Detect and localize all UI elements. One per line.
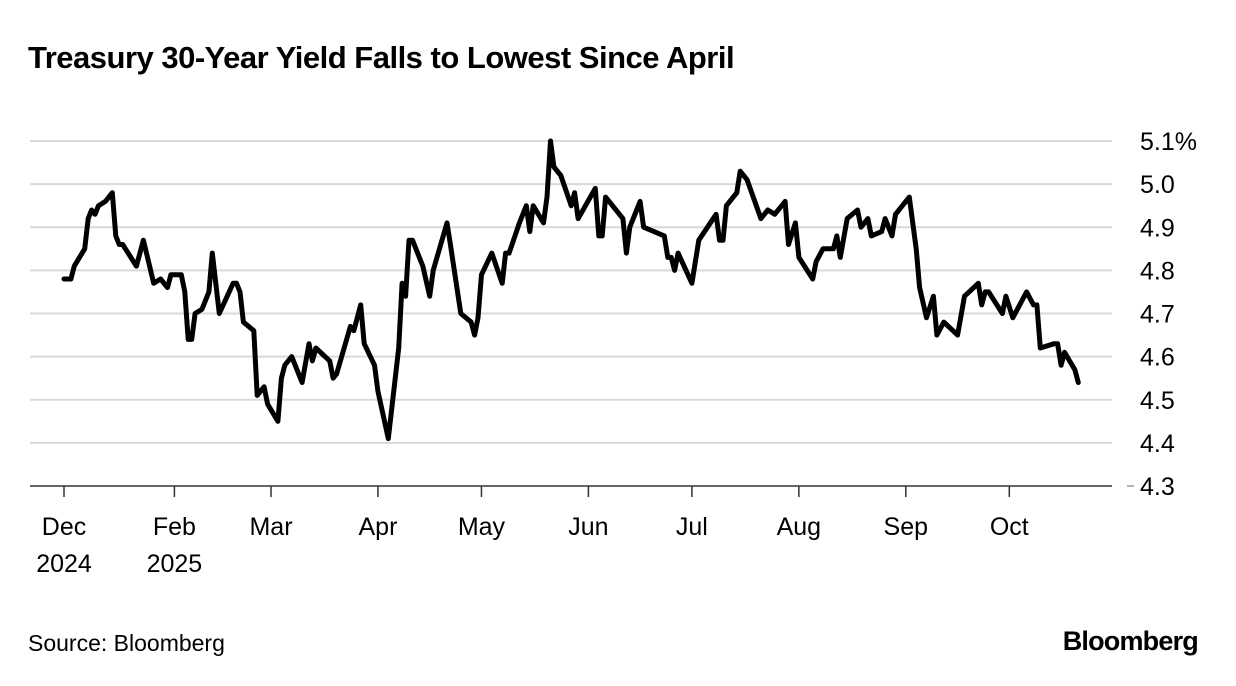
y-tick-label: 4.6 (1140, 344, 1175, 372)
x-tick-label: Dec (42, 513, 86, 541)
y-axis: 5.1% 5.0 4.9 4.8 4.7 4.6 4.5 4.4 4.3 (1127, 128, 1197, 501)
x-tick-label: Oct (990, 513, 1029, 541)
y-tick-label: 4.8 (1140, 257, 1175, 285)
x-tick-label: May (458, 513, 506, 541)
chart-title: Treasury 30-Year Yield Falls to Lowest S… (28, 40, 735, 75)
x-tick-label: Mar (249, 513, 292, 541)
y-tick-label: 5.0 (1140, 171, 1175, 199)
x-tick-label: Aug (777, 513, 821, 541)
y-tick-label: 4.5 (1140, 387, 1175, 415)
x-tick-label: Feb (153, 513, 196, 541)
gridlines (30, 140, 1112, 444)
y-tick-label: 4.4 (1140, 430, 1175, 458)
yield-line (61, 138, 1081, 442)
y-tick-label: 4.7 (1140, 301, 1175, 329)
y-tick-label: 4.3 (1140, 473, 1175, 501)
x-tick-year-label: 2024 (36, 550, 92, 578)
x-tick-label: Apr (358, 513, 397, 541)
x-tick-year-label: 2025 (147, 550, 203, 578)
series-layer (61, 138, 1081, 442)
x-tick-label: Jun (568, 513, 608, 541)
source-note: Source: Bloomberg (28, 630, 225, 656)
y-tick-label: 4.9 (1140, 214, 1175, 242)
x-axis: Dec 2024 Feb 2025 Mar Apr May Jun Jul Aug Sep Oct (30, 485, 1112, 578)
x-tick-label: Jul (676, 513, 708, 541)
x-tick-label: Sep (884, 513, 928, 541)
y-tick-label: 5.1% (1140, 128, 1197, 156)
bloomberg-logo: Bloomberg (1062, 626, 1199, 656)
